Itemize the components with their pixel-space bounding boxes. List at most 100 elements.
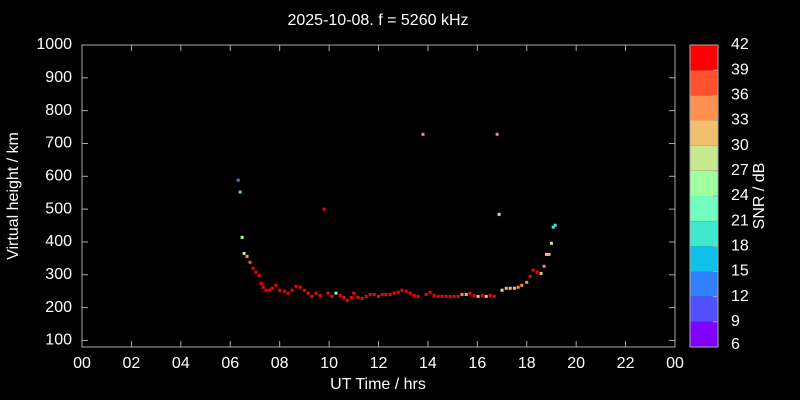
x-tick-label: 02 (123, 355, 141, 372)
y-axis-label: Virtual height / km (5, 132, 22, 260)
colorbar-segment (690, 45, 718, 71)
data-point (452, 294, 456, 298)
data-point (259, 281, 263, 285)
data-point (388, 292, 392, 296)
data-point (444, 294, 448, 298)
data-point (278, 288, 282, 292)
colorbar-segment (690, 196, 718, 222)
colorbar-tick-label: 18 (731, 238, 749, 255)
x-tick-label: 18 (518, 355, 536, 372)
data-point (495, 132, 499, 136)
data-point (274, 283, 278, 287)
data-point (549, 241, 553, 245)
colorbar-segment (690, 70, 718, 96)
data-point (364, 294, 368, 298)
colorbar-label: SNR / dB (751, 163, 768, 230)
x-tick-label: 10 (320, 355, 338, 372)
data-point (326, 291, 330, 295)
colorbar-segment (690, 145, 718, 171)
data-point (290, 288, 294, 292)
data-point (436, 294, 440, 298)
data-point (236, 178, 240, 182)
data-point (270, 286, 274, 290)
y-tick-label: 800 (45, 102, 72, 119)
y-tick-label: 600 (45, 168, 72, 185)
data-point (248, 260, 252, 264)
x-tick-label: 16 (468, 355, 486, 372)
colorbar-tick-label: 9 (731, 313, 740, 330)
data-point (302, 288, 306, 292)
data-point (553, 223, 557, 227)
data-point (492, 294, 496, 298)
y-tick-label: 900 (45, 69, 72, 86)
y-tick-label: 1000 (36, 36, 72, 53)
y-tick-label: 200 (45, 299, 72, 316)
data-point (480, 293, 484, 297)
data-point (484, 294, 488, 298)
y-tick-label: 300 (45, 266, 72, 283)
colorbar-segment (690, 95, 718, 121)
data-point (318, 293, 322, 297)
data-point (525, 280, 529, 284)
data-point (372, 292, 376, 296)
data-point (306, 291, 310, 295)
x-axis-label: UT Time / hrs (330, 376, 426, 393)
data-point (261, 285, 265, 289)
colorbar-tick-label: 6 (731, 336, 740, 353)
colorbar-segment (690, 296, 718, 322)
data-point (356, 295, 360, 299)
data-point (440, 294, 444, 298)
data-point (264, 288, 268, 292)
colorbar-tick-label: 39 (731, 61, 749, 78)
data-point (472, 293, 476, 297)
data-point (545, 252, 549, 256)
data-point (380, 292, 384, 296)
data-point (352, 291, 356, 295)
data-point (384, 292, 388, 296)
data-point (528, 274, 532, 278)
data-point (432, 293, 436, 297)
data-point (476, 294, 480, 298)
colorbar-tick-label: 24 (731, 187, 749, 204)
x-tick-label: 04 (172, 355, 190, 372)
data-point (520, 283, 524, 287)
data-point (360, 296, 364, 300)
data-point (448, 294, 452, 298)
data-point (286, 291, 290, 295)
data-point (428, 290, 432, 294)
data-point (298, 285, 302, 289)
colorbar-segment (690, 321, 718, 347)
y-tick-label: 700 (45, 135, 72, 152)
data-point (240, 235, 244, 239)
data-point (400, 288, 404, 292)
y-tick-label: 400 (45, 233, 72, 250)
data-point (516, 285, 520, 289)
data-point (504, 286, 508, 290)
colorbar-tick-label: 36 (731, 87, 749, 104)
data-point (396, 290, 400, 294)
colorbar-tick-label: 42 (731, 36, 749, 53)
x-tick-label: 22 (617, 355, 635, 372)
data-point (294, 284, 298, 288)
colorbar-segment (690, 246, 718, 272)
data-point (238, 190, 242, 194)
data-point (368, 292, 372, 296)
data-point (330, 294, 334, 298)
data-point (338, 293, 342, 297)
data-point (314, 291, 318, 295)
x-tick-label: 12 (370, 355, 388, 372)
data-point (392, 291, 396, 295)
data-point (497, 212, 501, 216)
x-tick-label: 20 (567, 355, 585, 372)
colorbar-tick-label: 27 (731, 162, 749, 179)
data-point (547, 252, 551, 256)
x-tick-label: 06 (221, 355, 239, 372)
data-point (342, 295, 346, 299)
data-point (310, 294, 314, 298)
colorbar-segment (690, 170, 718, 196)
data-point (349, 295, 353, 299)
data-point (542, 264, 546, 268)
x-tick-label: 00 (73, 355, 91, 372)
x-tick-label: 00 (666, 355, 684, 372)
